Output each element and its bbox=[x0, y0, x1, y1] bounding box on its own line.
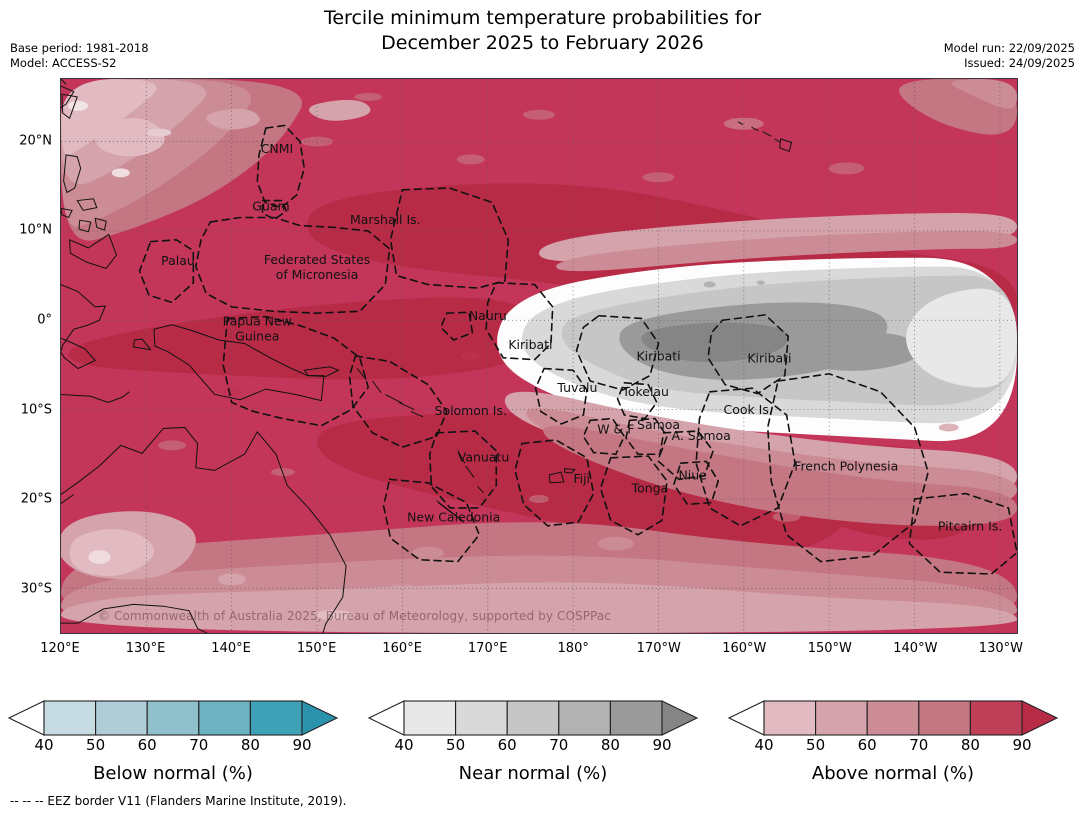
region-label: Samoa bbox=[637, 417, 680, 432]
metadata-right: Model run: 22/09/2025 Issued: 24/09/2025 bbox=[944, 41, 1075, 71]
title-line-2: December 2025 to February 2026 bbox=[381, 32, 704, 54]
colorbar-swatches bbox=[8, 700, 338, 736]
map-canvas: CNMI Guam Palau Federated States of Micrones… bbox=[61, 79, 1017, 633]
colorbar-tick-label: 50 bbox=[86, 736, 106, 754]
x-tick-label: 170°E bbox=[467, 641, 508, 656]
colorbar-caption: Above normal (%) bbox=[811, 763, 975, 784]
region-label: Vanuatu bbox=[458, 449, 509, 464]
colorbar-tick-label: 80 bbox=[960, 736, 980, 754]
colorbar-tick-row: 40 50 60 70 80 90 bbox=[368, 736, 698, 758]
colorbar-2: 40 50 60 70 80 90 Above normal (%) bbox=[728, 700, 1058, 784]
probability-map: CNMI Guam Palau Federated States of Micrones… bbox=[60, 78, 1018, 634]
x-tick-label: 130°E bbox=[125, 641, 166, 656]
base-period-label: Base period: 1981-2018 bbox=[10, 41, 149, 55]
x-tick-label: 150°E bbox=[296, 641, 337, 656]
colorbar-tick-label: 50 bbox=[806, 736, 826, 754]
region-label: French Polynesia bbox=[794, 458, 898, 473]
colorbar-tick-label: 70 bbox=[549, 736, 569, 754]
colorbar-tick-label: 90 bbox=[292, 736, 312, 754]
colorbar-tick-label: 70 bbox=[909, 736, 929, 754]
region-labels: CNMI Guam Palau Federated States of Micrones… bbox=[161, 141, 1002, 533]
colorbar-tick-row: 40 50 60 70 80 90 bbox=[8, 736, 338, 758]
region-label: Solomon Is. bbox=[435, 403, 507, 418]
region-label: Kiribati bbox=[747, 350, 791, 365]
colorbar-tick-label: 60 bbox=[497, 736, 517, 754]
colorbar-tick-label: 40 bbox=[34, 736, 54, 754]
title-line-1: Tercile minimum temperature probabilitie… bbox=[323, 7, 762, 29]
page-title: Tercile minimum temperature probabilitie… bbox=[0, 6, 1085, 56]
issued-label: Issued: 24/09/2025 bbox=[964, 56, 1075, 70]
model-label: Model: ACCESS-S2 bbox=[10, 56, 117, 70]
model-run-label: Model run: 22/09/2025 bbox=[943, 41, 1075, 55]
region-label: Palau bbox=[161, 253, 195, 268]
coastlines bbox=[61, 79, 793, 633]
region-label: Tuvalu bbox=[556, 380, 597, 395]
colorbar-tick-label: 70 bbox=[189, 736, 209, 754]
colorbar-tick-label: 40 bbox=[754, 736, 774, 754]
colorbar-tick-label: 60 bbox=[137, 736, 157, 754]
colorbar-tick-label: 90 bbox=[652, 736, 672, 754]
colorbar-tick-row: 40 50 60 70 80 90 bbox=[728, 736, 1058, 758]
x-tick-label: 140°W bbox=[893, 641, 938, 656]
x-tick-label: 160°W bbox=[722, 641, 767, 656]
colorbar-caption: Near normal (%) bbox=[458, 763, 608, 784]
region-label: Niue bbox=[678, 467, 706, 482]
colorbar-tick-label: 40 bbox=[394, 736, 414, 754]
eez-border-note: -- -- -- EEZ border V11 (Flanders Marine… bbox=[10, 794, 347, 808]
region-label: A. Samoa bbox=[672, 428, 731, 443]
map-gridlines bbox=[61, 79, 1017, 633]
x-tick-label: 160°E bbox=[382, 641, 422, 656]
region-label: Papua New Guinea bbox=[223, 314, 292, 344]
region-label: Tokelau bbox=[621, 384, 669, 399]
region-label: Marshall Is. bbox=[350, 212, 421, 227]
region-label: CNMI bbox=[261, 141, 293, 156]
y-tick-label: 20°S bbox=[20, 491, 52, 507]
region-label: Guam bbox=[252, 198, 289, 213]
region-label: Tonga bbox=[631, 481, 669, 496]
y-tick-label: 20°N bbox=[19, 133, 52, 149]
region-label: Nauru bbox=[469, 308, 507, 323]
x-tick-label: 130°W bbox=[978, 641, 1023, 656]
region-label: W & F bbox=[597, 422, 634, 437]
region-label: New Caledonia bbox=[407, 509, 500, 524]
y-tick-label: 30°S bbox=[20, 581, 52, 597]
region-label: Federated States of Micronesia bbox=[264, 252, 370, 282]
x-tick-label: 120°E bbox=[40, 641, 80, 656]
colorbar-1: 40 50 60 70 80 90 Near normal (%) bbox=[368, 700, 698, 784]
x-tick-label: 150°W bbox=[807, 641, 852, 656]
y-tick-label: 0° bbox=[37, 312, 52, 328]
colorbar-tick-label: 60 bbox=[857, 736, 877, 754]
y-tick-label: 10°S bbox=[20, 402, 52, 418]
colorbar-swatches bbox=[368, 700, 698, 736]
region-label: Fiji bbox=[573, 471, 590, 486]
metadata-left: Base period: 1981-2018 Model: ACCESS-S2 bbox=[10, 41, 149, 71]
eez-borders bbox=[138, 124, 1017, 575]
colorbar-swatches bbox=[728, 700, 1058, 736]
colorbar-caption: Below normal (%) bbox=[93, 763, 253, 784]
x-tick-label: 170°W bbox=[636, 641, 681, 656]
x-tick-label: 180° bbox=[557, 641, 589, 656]
region-label: Kiribati bbox=[636, 348, 680, 363]
colorbar-0: 40 50 60 70 80 90 Below normal (%) bbox=[8, 700, 338, 784]
region-label: Kiribati bbox=[508, 337, 552, 352]
region-label: Pitcairn Is. bbox=[938, 518, 1002, 533]
colorbar-tick-label: 80 bbox=[240, 736, 260, 754]
colorbar-tick-label: 80 bbox=[600, 736, 620, 754]
colorbar-tick-label: 50 bbox=[446, 736, 466, 754]
y-tick-label: 10°N bbox=[19, 222, 52, 238]
region-label: Cook Is. bbox=[724, 402, 773, 417]
x-tick-label: 140°E bbox=[211, 641, 251, 656]
map-copyright: © Commonwealth of Australia 2025, Bureau… bbox=[98, 609, 612, 623]
colorbar-tick-label: 90 bbox=[1012, 736, 1032, 754]
